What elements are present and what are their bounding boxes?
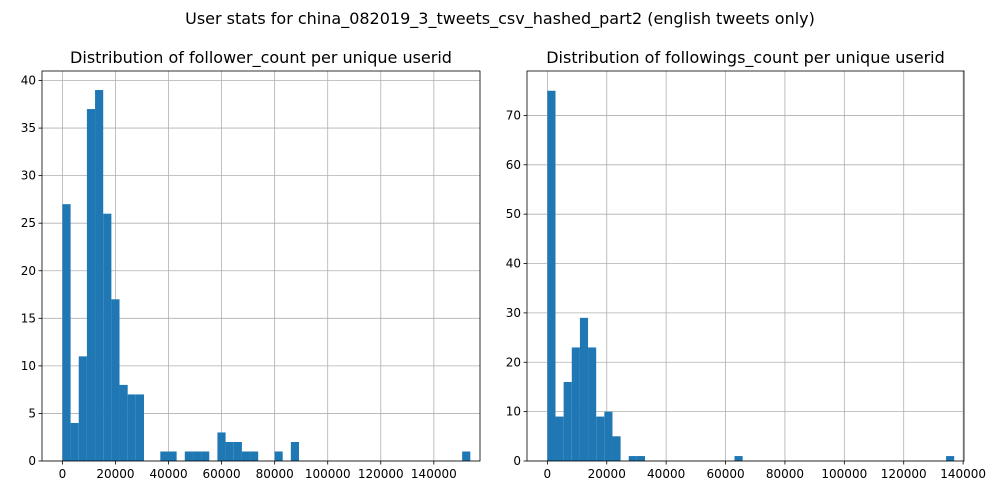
histogram-bar [290,441,300,461]
x-tick-label: 0 [59,467,67,481]
histogram-bar [588,347,597,461]
histogram-bar [579,317,589,461]
histogram-bar [233,441,242,461]
y-tick-label: 30 [506,306,521,320]
histogram-bar [217,432,226,461]
y-tick-label: 50 [506,207,521,221]
figure-suptitle: User stats for china_082019_3_tweets_csv… [185,9,815,29]
x-tick-label: 140000 [940,467,986,481]
histogram-bar [241,451,251,461]
histogram-bar [462,451,471,461]
axes-title: Distribution of followings_count per uni… [546,48,945,68]
y-tick-label: 5 [28,406,36,420]
histogram-bar [734,456,743,461]
histogram-bar [103,213,112,461]
histogram-bar [946,456,955,461]
axes-title: Distribution of follower_count per uniqu… [70,48,452,68]
histogram-bar [563,382,572,461]
y-tick-label: 10 [506,405,521,419]
x-tick-label: 120000 [881,467,927,481]
x-tick-label: 80000 [766,467,804,481]
y-tick-label: 40 [506,257,521,271]
x-tick-label: 40000 [149,467,187,481]
x-tick-label: 0 [544,467,552,481]
histogram-bar [184,451,193,461]
histogram-bar [274,451,283,461]
histogram-bar [192,451,202,461]
axes-followings-count: Distribution of followings_count per uni… [506,48,986,481]
x-tick-label: 120000 [358,467,404,481]
histogram-bar [571,347,580,461]
histogram-bar [168,451,177,461]
y-tick-label: 35 [21,121,36,135]
histogram-bar [636,456,646,461]
histogram-bar [628,456,637,461]
histogram-bar [225,441,234,461]
y-tick-label: 60 [506,158,521,172]
histogram-bar [160,451,169,461]
histogram-bar [604,411,613,461]
histogram-bar [119,384,128,461]
histogram-bar [86,109,96,462]
axes-frame [526,70,965,462]
x-tick-label: 60000 [203,467,241,481]
histogram-bar [612,436,621,461]
y-tick-label: 30 [21,169,36,183]
x-tick-label: 100000 [821,467,867,481]
y-tick-label: 40 [21,74,36,88]
y-tick-label: 0 [28,454,36,468]
histogram-bar [70,422,79,461]
histogram-bar [127,394,136,461]
x-tick-label: 20000 [588,467,626,481]
histogram-bar [111,299,120,461]
y-tick-label: 0 [513,454,521,468]
x-tick-label: 60000 [706,467,744,481]
x-tick-label: 100000 [305,467,351,481]
histogram-bar [596,416,605,461]
x-tick-label: 20000 [96,467,134,481]
histogram-bar [135,394,145,461]
histogram-bar [250,451,259,461]
y-tick-label: 15 [21,311,36,325]
histogram-bar [95,90,104,462]
y-tick-label: 25 [21,216,36,230]
axes-frame [41,70,481,462]
axes-follower-count: Distribution of follower_count per uniqu… [21,48,481,481]
y-tick-label: 70 [506,108,521,122]
histogram-bar [547,90,556,462]
histogram-bar [201,451,210,461]
histogram-bar [555,416,564,461]
y-tick-label: 10 [21,359,36,373]
x-tick-label: 80000 [256,467,294,481]
y-tick-label: 20 [506,355,521,369]
y-tick-label: 20 [21,264,36,278]
histogram-bar [78,356,87,461]
x-tick-label: 140000 [411,467,457,481]
histogram-bar [62,204,71,462]
x-tick-label: 40000 [647,467,685,481]
